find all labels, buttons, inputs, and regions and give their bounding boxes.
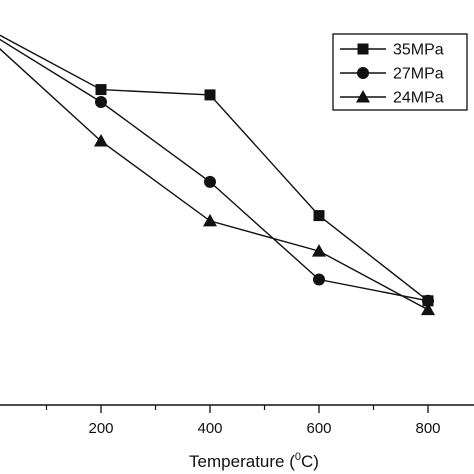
- data-point-24MPa-600: [312, 244, 326, 257]
- x-axis-title-main: Temperature (: [189, 452, 295, 471]
- x-tick-label-800: 800: [415, 420, 440, 437]
- data-point-24MPa-800: [421, 302, 435, 316]
- data-point-27MPa-400: [204, 175, 216, 188]
- data-point-27MPa-800: [422, 294, 434, 307]
- data-point-35MPa-600: [313, 210, 325, 222]
- legend-marker-27MPa: [357, 67, 369, 79]
- data-point-27MPa-200: [95, 96, 107, 108]
- data-point-35MPa-200: [95, 84, 107, 96]
- legend-label-27MPa: 27MPa: [393, 66, 444, 83]
- data-point-27MPa-600: [313, 273, 325, 286]
- x-axis-title-end: C): [301, 452, 319, 471]
- x-axis-title-superscript: 0: [295, 451, 301, 463]
- x-axis: 200 400 600 800: [0, 404, 474, 437]
- legend-marker-35MPa: [357, 43, 369, 55]
- x-tick-label-200: 200: [88, 420, 113, 437]
- legend-label-24MPa: 24MPa: [393, 90, 444, 107]
- data-point-35MPa-400: [204, 89, 216, 101]
- legend-label-35MPa: 35MPa: [393, 42, 444, 59]
- data-point-24MPa-200: [94, 134, 108, 147]
- data-point-24MPa-400: [203, 213, 217, 227]
- x-tick-label-400: 400: [197, 420, 222, 437]
- x-axis-title: Temperature (0C): [189, 451, 319, 471]
- plot-markers: [94, 84, 435, 316]
- legend-marker-24MPa: [356, 90, 370, 103]
- x-tick-label-600: 600: [306, 420, 331, 437]
- legend: 35MPa 27MPa 24MPa: [332, 33, 468, 111]
